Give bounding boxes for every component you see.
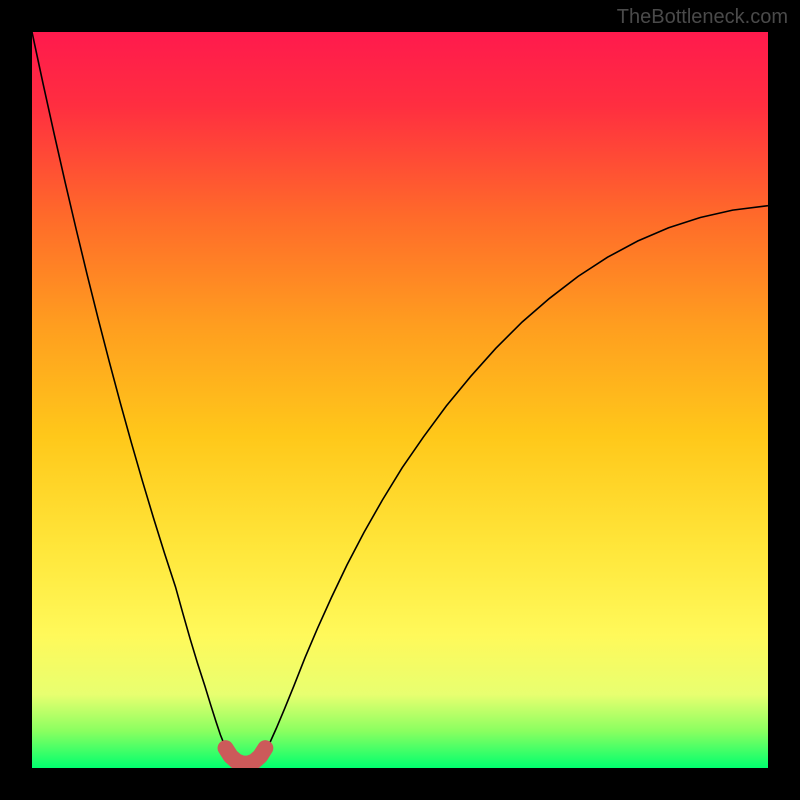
chart-container: TheBottleneck.com	[0, 0, 800, 800]
watermark-text: TheBottleneck.com	[617, 6, 788, 29]
gradient-background	[32, 32, 768, 768]
plot-area	[32, 32, 768, 768]
plot-svg	[32, 32, 768, 768]
